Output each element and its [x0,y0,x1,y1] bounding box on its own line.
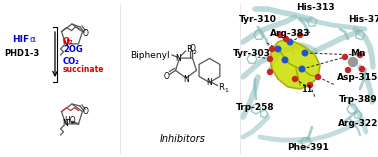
Circle shape [359,67,364,71]
Text: O: O [164,72,169,81]
Text: Inhibitors: Inhibitors [160,134,206,144]
Circle shape [284,36,288,41]
Text: CO₂: CO₂ [63,57,80,65]
Text: O: O [83,108,89,116]
Text: 2: 2 [192,50,197,55]
Circle shape [307,82,313,87]
Text: Tyr-303: Tyr-303 [233,49,271,59]
Text: 1: 1 [225,88,228,93]
Circle shape [293,76,297,81]
Text: Trp-258: Trp-258 [236,103,274,111]
Circle shape [316,75,321,79]
Circle shape [270,46,274,51]
Text: 11: 11 [302,86,314,95]
Text: succinate: succinate [63,65,104,73]
Text: Phe-391: Phe-391 [287,143,329,152]
Circle shape [268,70,273,75]
Circle shape [342,54,347,60]
Circle shape [349,57,358,67]
Circle shape [297,32,302,38]
Text: N: N [63,39,68,48]
Text: O: O [83,29,89,38]
Text: HIF: HIF [12,35,29,43]
Text: N: N [176,54,181,63]
Text: Tyr-310: Tyr-310 [239,16,277,24]
Text: R: R [186,45,192,54]
Circle shape [275,46,281,52]
Text: Arg-322: Arg-322 [338,119,378,127]
Circle shape [299,66,305,72]
Text: Biphenyl: Biphenyl [130,51,170,60]
Text: N: N [63,119,68,128]
Circle shape [268,57,273,62]
Text: His-313: His-313 [296,3,334,11]
Text: 2OG: 2OG [63,46,83,54]
Text: α: α [30,35,36,43]
Text: Mn: Mn [350,49,366,59]
Text: Arg-383: Arg-383 [270,29,310,38]
Circle shape [302,50,308,56]
Text: O: O [189,44,195,53]
Text: R: R [218,83,224,92]
Circle shape [287,39,293,45]
Text: Asp-315: Asp-315 [338,73,378,81]
Text: PHD1-3: PHD1-3 [4,49,39,59]
Text: His-374: His-374 [349,14,378,24]
Text: N: N [183,75,189,84]
Circle shape [358,52,363,57]
Text: Trp-389: Trp-389 [339,95,377,105]
Circle shape [282,57,288,63]
Text: HO: HO [65,116,76,125]
Circle shape [277,32,282,38]
Polygon shape [270,39,320,89]
Circle shape [345,68,350,73]
Text: O₂: O₂ [63,38,74,46]
Text: N: N [207,78,212,87]
Text: 11: 11 [302,86,314,95]
